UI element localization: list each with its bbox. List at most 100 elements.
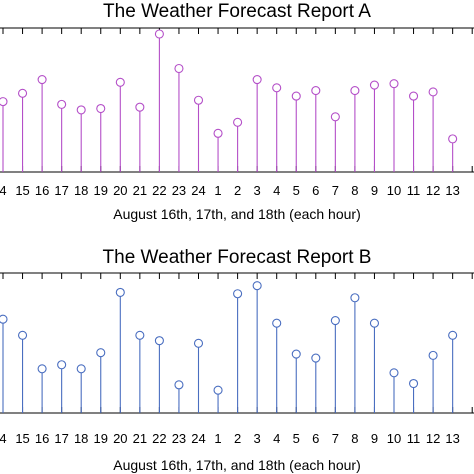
stem-marker-b — [57, 360, 67, 370]
tick-label-b: 11 — [407, 431, 421, 446]
stem-marker-b — [448, 330, 458, 340]
stem-marker-b — [389, 368, 399, 378]
tick-label-b: 20 — [113, 431, 127, 446]
tick-label-b: 18 — [74, 431, 88, 446]
stem-marker-a — [135, 102, 145, 112]
tick-label-b: 17 — [54, 431, 68, 446]
stem-marker-a — [76, 105, 86, 115]
stem-marker-b — [193, 338, 204, 348]
tick-label-b: 24 — [191, 431, 205, 446]
stem-marker-b — [76, 364, 86, 374]
stem-marker-a — [37, 74, 47, 85]
stem-marker-a — [311, 86, 321, 96]
stem-marker-b — [174, 380, 184, 390]
tick-label-a: 4 — [0, 183, 7, 198]
tick-label-b: 12 — [426, 431, 440, 446]
tick-label-a: 8 — [351, 183, 358, 198]
tick-label-a: 19 — [94, 183, 108, 198]
tick-label-b: 23 — [172, 431, 186, 446]
tick-label-b: 22 — [152, 431, 166, 446]
tick-label-a: 1 — [214, 183, 221, 198]
stem-marker-b — [233, 289, 243, 299]
chart-title-b: The Weather Forecast Report B — [103, 247, 372, 268]
tick-label-b: 10 — [387, 431, 401, 446]
tick-label-b: 6 — [312, 431, 319, 446]
stem-marker-b — [311, 353, 321, 363]
stem-marker-b — [154, 336, 164, 346]
tick-label-b: 4 — [273, 431, 280, 446]
tick-label-a: 22 — [152, 183, 166, 198]
stem-marker-a — [96, 103, 106, 114]
stem-marker-a — [115, 77, 125, 87]
tick-label-a: 21 — [133, 183, 147, 198]
stem-marker-b — [37, 364, 47, 374]
tick-label-b: 8 — [351, 431, 358, 446]
stem-marker-b — [96, 348, 106, 358]
stem-marker-b — [369, 318, 380, 328]
tick-label-a: 4 — [273, 183, 280, 198]
x-axis-label-b: August 16th, 17th, and 18th (each hour) — [113, 457, 361, 473]
stem-marker-a — [448, 134, 458, 144]
stem-marker-b — [272, 318, 282, 328]
tick-label-b: 1 — [214, 431, 221, 446]
stem-marker-a — [291, 91, 301, 101]
stem-marker-a — [252, 74, 262, 85]
stem-marker-b — [428, 350, 438, 360]
tick-label-a: 17 — [54, 183, 68, 198]
stem-marker-a — [57, 99, 67, 109]
stem-marker-b — [408, 378, 419, 389]
x-axis-label-a: August 16th, 17th, and 18th (each hour) — [113, 206, 361, 222]
stem-marker-b — [213, 385, 223, 395]
tick-label-b: 21 — [133, 431, 147, 446]
stem-marker-a — [213, 128, 223, 138]
stem-marker-a — [428, 87, 438, 97]
tick-label-a: 11 — [407, 183, 421, 198]
stem-marker-b — [330, 315, 340, 326]
stem-marker-a — [0, 97, 8, 107]
stem-marker-a — [174, 63, 184, 74]
stem-marker-a — [408, 91, 419, 101]
stem-marker-b — [17, 330, 28, 340]
tick-label-b: 5 — [293, 431, 300, 446]
tick-label-b: 4 — [0, 431, 7, 446]
tick-label-a: 3 — [254, 183, 261, 198]
stem-marker-a — [350, 86, 360, 96]
tick-label-a: 18 — [74, 183, 88, 198]
stem-marker-b — [135, 330, 145, 340]
tick-label-a: 2 — [234, 183, 241, 198]
tick-label-b: 13 — [445, 431, 459, 446]
tick-label-a: 15 — [15, 183, 29, 198]
stem-marker-a — [233, 117, 243, 127]
tick-label-b: 7 — [332, 431, 339, 446]
stem-marker-a — [369, 80, 380, 90]
tick-label-b: 3 — [254, 431, 261, 446]
stem-marker-a — [154, 29, 164, 39]
stem-marker-b — [291, 349, 301, 359]
stem-marker-a — [330, 112, 340, 122]
stem-marker-b — [115, 287, 125, 297]
tick-label-a: 6 — [312, 183, 319, 198]
tick-label-a: 9 — [371, 183, 378, 198]
tick-label-b: 15 — [15, 431, 29, 446]
tick-label-b: 2 — [234, 431, 241, 446]
tick-label-a: 10 — [387, 183, 401, 198]
stem-marker-b — [0, 314, 8, 324]
stem-marker-a — [389, 79, 399, 89]
tick-label-b: 9 — [371, 431, 378, 446]
stem-marker-a — [17, 88, 28, 98]
tick-label-a: 7 — [332, 183, 339, 198]
tick-label-a: 13 — [445, 183, 459, 198]
stem-marker-b — [252, 281, 262, 291]
tick-label-a: 24 — [191, 183, 205, 198]
tick-label-b: 19 — [94, 431, 108, 446]
tick-label-b: 16 — [35, 431, 49, 446]
stem-marker-b — [350, 293, 360, 303]
tick-label-a: 23 — [172, 183, 186, 198]
chart-title-a: The Weather Forecast Report A — [103, 1, 371, 22]
stem-marker-a — [193, 95, 204, 105]
tick-label-a: 16 — [35, 183, 49, 198]
tick-label-a: 12 — [426, 183, 440, 198]
tick-label-a: 5 — [293, 183, 300, 198]
